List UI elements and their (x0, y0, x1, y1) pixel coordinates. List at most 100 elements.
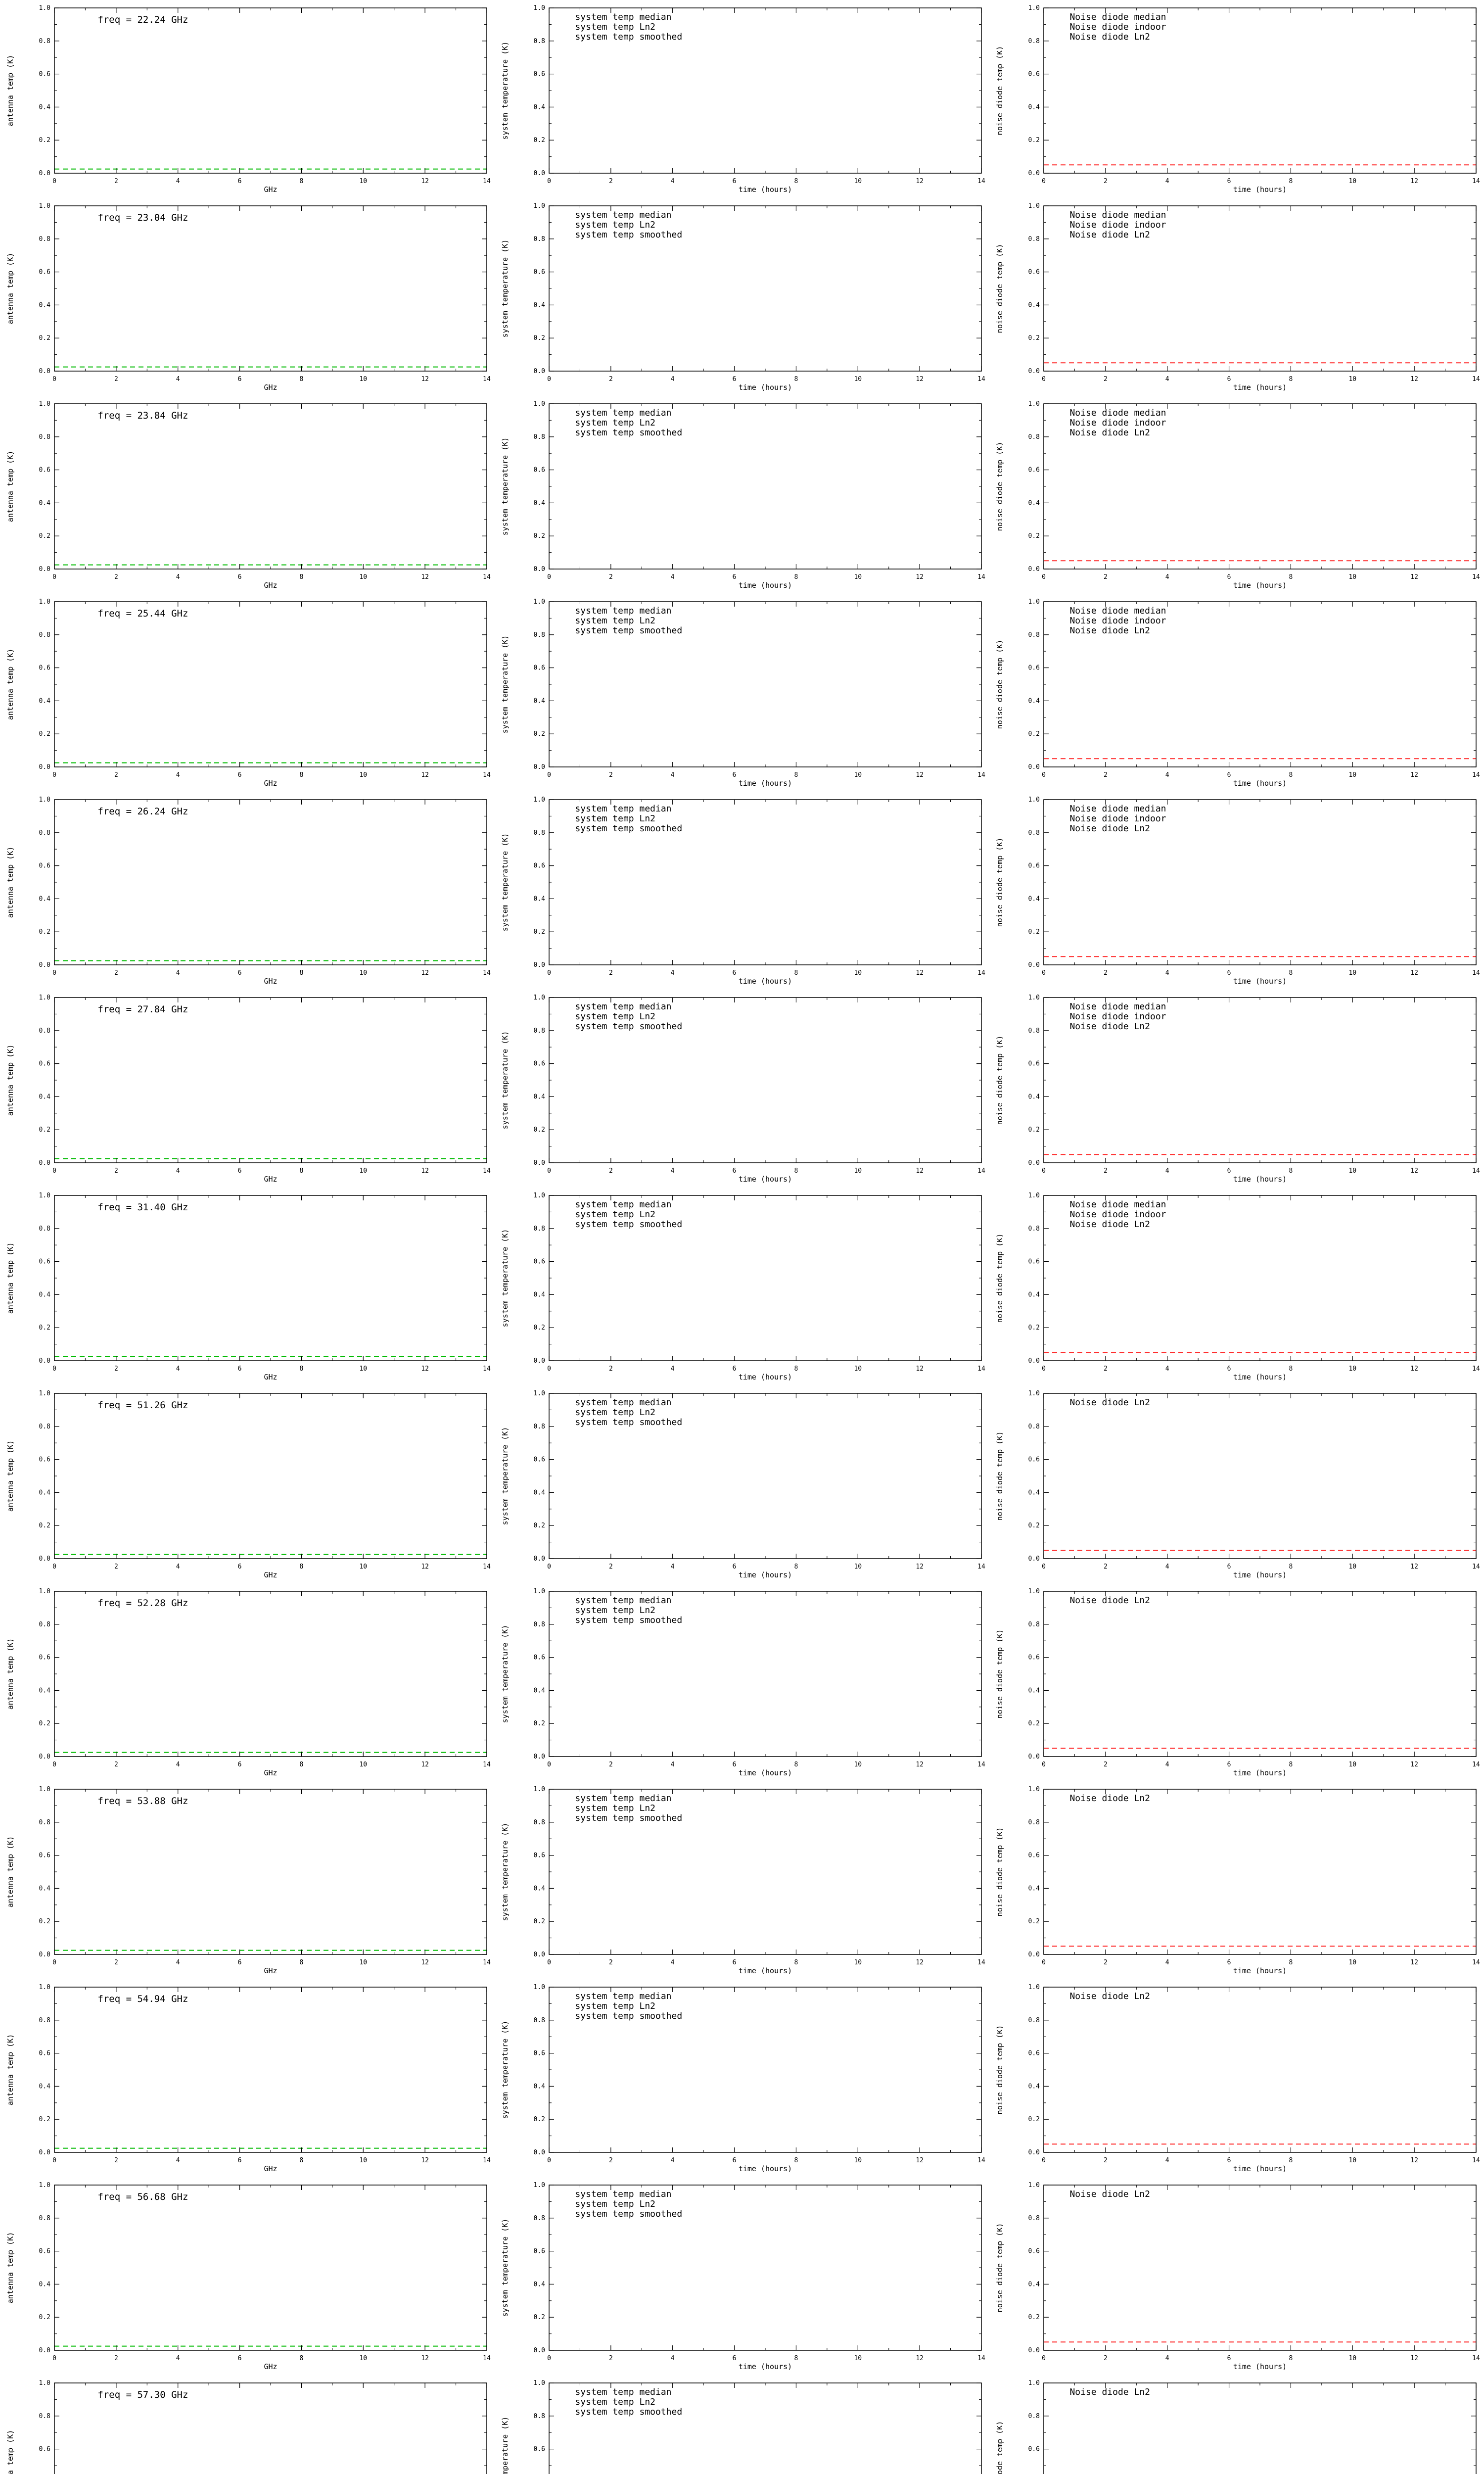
x-tick-label: 0 (547, 1563, 551, 1570)
legend-entry-2: system temp Ln2 (575, 1011, 655, 1022)
x-tick-label: 14 (483, 1365, 491, 1373)
x-tick-label: 0 (547, 376, 551, 383)
y-tick-label: 0.0 (534, 961, 545, 969)
x-tick-label: 8 (1289, 573, 1293, 581)
x-axis-label: time (hours) (1233, 2362, 1287, 2371)
x-tick-label: 10 (854, 1365, 862, 1373)
x-tick-label: 8 (300, 178, 304, 185)
y-tick-label: 0.8 (534, 2215, 545, 2222)
x-tick-label: 0 (1042, 178, 1046, 185)
x-tick-label: 4 (1165, 573, 1169, 581)
y-tick-label: 0.0 (39, 1159, 50, 1167)
y-tick-label: 0.4 (1028, 2281, 1040, 2288)
x-tick-label: 10 (359, 2355, 367, 2362)
plot-cell-r3-c3: 0 2 4 6 8 10 12 14 0.0 0.2 0.4 0.6 0.8 1.0 noise diode… (989, 396, 1484, 594)
y-tick-label: 0.0 (1028, 170, 1040, 177)
legend-entry-3: system temp smoothed (575, 1219, 682, 1230)
legend-entry-1: system temp median (575, 804, 671, 814)
x-tick-label: 10 (854, 1761, 862, 1768)
y-axis-label: system temperature (K) (501, 1625, 510, 1723)
x-tick-label: 12 (916, 2355, 924, 2362)
y-tick-label: 0.4 (534, 1093, 546, 1100)
x-tick-label: 14 (1472, 1563, 1480, 1570)
x-axis-label: GHz (264, 2164, 277, 2173)
x-tick-label: 12 (1410, 969, 1418, 977)
x-tick-label: 4 (1165, 1959, 1169, 1966)
y-tick-label: 1.0 (1028, 1192, 1040, 1199)
panel-r3-c1: 0 2 4 6 8 10 12 14 0.0 0.2 0.4 0.6 0.8 1.0 antenna tem… (6, 400, 491, 590)
y-tick-label: 0.2 (1028, 1126, 1040, 1134)
x-tick-label: 6 (733, 2157, 737, 2164)
x-tick-label: 12 (916, 178, 924, 185)
x-tick-label: 14 (977, 2355, 985, 2362)
plot-frame (1043, 1987, 1477, 2153)
x-tick-label: 6 (238, 1959, 242, 1966)
freq-title: freq = 25.44 GHz (97, 608, 188, 619)
x-tick-label: 10 (854, 1959, 862, 1966)
legend-entry-3: system temp smoothed (575, 1417, 682, 1427)
x-axis-label: time (hours) (739, 977, 792, 986)
x-tick-label: 4 (671, 1167, 675, 1175)
x-tick-label: 6 (238, 1563, 242, 1570)
y-axis-label: noise diode temp (K) (995, 46, 1004, 136)
x-tick-label: 4 (671, 771, 675, 779)
y-tick-label: 0.2 (534, 1324, 545, 1332)
panel-r1-c3: 0 2 4 6 8 10 12 14 0.0 0.2 0.4 0.6 0.8 1.0 noise diode… (995, 4, 1480, 194)
y-tick-label: 1.0 (39, 994, 50, 1001)
x-tick-label: 2 (609, 1365, 613, 1373)
plot-cell-r2-c1: 0 2 4 6 8 10 12 14 0.0 0.2 0.4 0.6 0.8 1.0 antenna tem… (0, 198, 495, 396)
legend-entry-3: system temp smoothed (575, 2209, 682, 2219)
y-axis-label: noise diode temp (K) (995, 640, 1004, 729)
y-tick-label: 0.8 (39, 1225, 50, 1233)
x-tick-label: 14 (1472, 771, 1480, 779)
x-tick-label: 0 (1042, 969, 1046, 977)
y-tick-label: 1.0 (39, 2182, 50, 2189)
x-tick-label: 14 (977, 1563, 985, 1570)
y-tick-label: 1.0 (534, 1390, 545, 1397)
x-tick-label: 4 (1165, 1365, 1169, 1373)
y-tick-label: 0.0 (534, 566, 545, 573)
x-tick-label: 2 (609, 969, 613, 977)
legend-entry-2: system temp Ln2 (575, 1605, 655, 1616)
y-axis-label: system temperature (K) (501, 42, 510, 140)
freq-title: freq = 51.26 GHz (97, 1400, 188, 1411)
plot-frame (1043, 1789, 1477, 1955)
y-tick-label: 0.6 (39, 1456, 50, 1464)
x-tick-label: 12 (421, 1365, 429, 1373)
x-tick-label: 4 (1165, 1167, 1169, 1175)
x-tick-label: 14 (1472, 376, 1480, 383)
y-tick-label: 1.0 (534, 1786, 545, 1793)
y-tick-label: 0.6 (39, 2446, 50, 2453)
plot-cell-r3-c2: 0 2 4 6 8 10 12 14 0.0 0.2 0.4 0.6 0.8 1.0 system temp… (495, 396, 989, 594)
y-tick-label: 1.0 (39, 1786, 50, 1793)
x-tick-label: 6 (1227, 1563, 1231, 1570)
x-axis-label: time (hours) (739, 1966, 792, 1975)
y-tick-label: 1.0 (534, 400, 545, 408)
y-tick-label: 0.8 (39, 38, 50, 45)
x-tick-label: 4 (176, 2157, 180, 2164)
x-tick-label: 10 (1348, 2157, 1356, 2164)
x-tick-label: 12 (421, 376, 429, 383)
x-tick-label: 2 (609, 1761, 613, 1768)
y-tick-label: 0.8 (1028, 1621, 1040, 1628)
y-tick-label: 0.4 (534, 895, 546, 903)
legend-entry-3: Noise diode Ln2 (1069, 823, 1150, 834)
y-tick-label: 0.8 (39, 433, 50, 441)
y-tick-label: 0.8 (534, 1225, 545, 1233)
panel-r4-c3: 0 2 4 6 8 10 12 14 0.0 0.2 0.4 0.6 0.8 1.0 noise diode… (995, 598, 1480, 788)
y-tick-label: 0.8 (534, 1621, 545, 1628)
y-tick-label: 1.0 (39, 4, 50, 12)
x-tick-label: 8 (300, 771, 304, 779)
panel-r2-c1: 0 2 4 6 8 10 12 14 0.0 0.2 0.4 0.6 0.8 1.0 antenna tem… (6, 202, 491, 392)
x-tick-label: 6 (733, 178, 737, 185)
legend-entry-2: system temp Ln2 (575, 2199, 655, 2209)
x-tick-label: 12 (1410, 2355, 1418, 2362)
x-tick-label: 14 (483, 1167, 491, 1175)
plot-frame (54, 7, 487, 174)
y-tick-label: 0.6 (39, 2050, 50, 2057)
legend-entry-1: Noise diode Ln2 (1069, 2387, 1150, 2397)
x-tick-label: 2 (114, 771, 118, 779)
plot-frame (54, 403, 487, 570)
freq-title: freq = 26.24 GHz (97, 806, 188, 817)
